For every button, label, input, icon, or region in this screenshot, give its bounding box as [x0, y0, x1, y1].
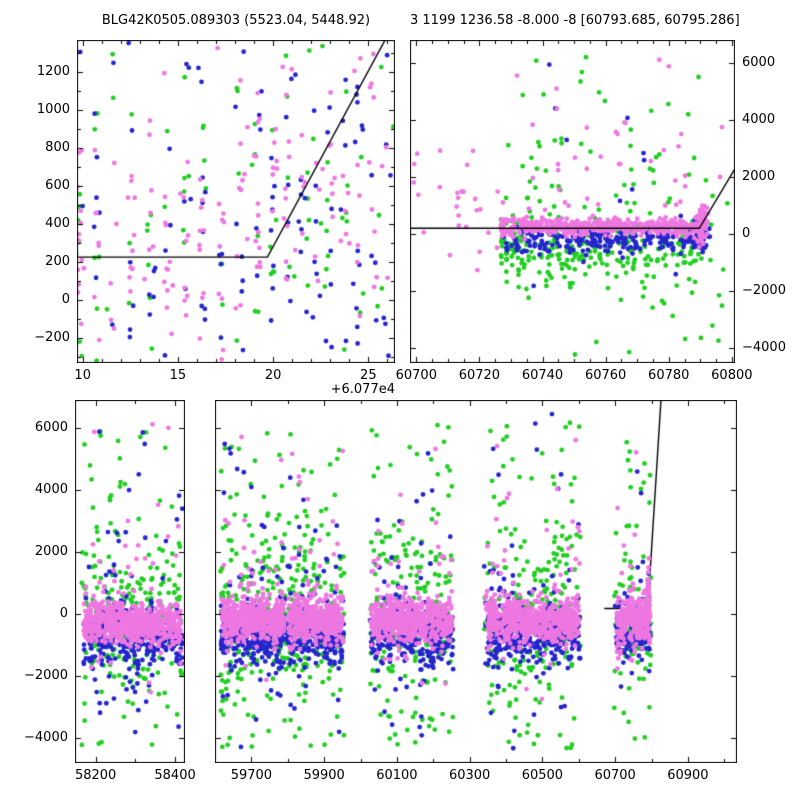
tick-label: 60780	[648, 368, 690, 383]
tick-label: 58200	[74, 768, 117, 783]
tick-label: −4000	[24, 730, 68, 746]
tick-label: 60760	[584, 368, 627, 383]
tick-label: −4000	[742, 339, 786, 355]
tick-label: 60500	[521, 768, 564, 783]
tick-label: 60800	[711, 368, 753, 383]
tick-label: 1000	[36, 101, 70, 117]
plot-title-right: 3 1199 1236.58 -8.000 -8 [60793.685, 607…	[410, 13, 740, 28]
tick-label: 2000	[742, 168, 776, 184]
tick-label: 0	[742, 225, 751, 241]
tick-label: 58400	[154, 768, 196, 783]
subplot-full-lightcurve-left-segment-canvas	[75, 400, 185, 763]
subplot-full-lightcurve-left-segment	[75, 400, 185, 763]
tick-label: 60700	[594, 768, 636, 783]
tick-label: 60100	[376, 768, 418, 783]
tick-label: 400	[45, 215, 70, 231]
tick-label: 59700	[230, 768, 273, 783]
subplot-full-lightcurve-right-segment-canvas	[215, 400, 737, 763]
subplot-event-zoom	[77, 40, 395, 363]
tick-label: 200	[45, 253, 70, 269]
plot-title-left: BLG42K0505.089303 (5523.04, 5448.92)	[101, 13, 371, 28]
tick-label: 25	[360, 368, 377, 383]
tick-label: 20	[264, 368, 282, 383]
subplot-event-zoom-canvas	[77, 40, 395, 363]
tick-label: 59900	[303, 768, 345, 783]
tick-label: 4000	[742, 111, 776, 127]
tick-label: 10	[74, 368, 91, 383]
tick-label: 0	[59, 606, 68, 622]
tick-label: 60900	[667, 768, 709, 783]
tick-label: 1200	[36, 63, 70, 79]
tick-label: −2000	[24, 668, 68, 684]
tick-label: −200	[34, 329, 70, 345]
tick-label: 2000	[34, 544, 68, 560]
tick-label: 60740	[521, 368, 564, 383]
tick-label: 6000	[742, 54, 776, 70]
tick-label: 15	[169, 368, 187, 383]
tick-label: 600	[45, 177, 70, 193]
subplot-event-context-canvas	[410, 40, 735, 363]
tick-label: 6000	[34, 419, 68, 435]
tick-label: 60720	[458, 368, 501, 383]
subplot-full-lightcurve-right-segment	[215, 400, 737, 763]
subplot-event-context	[410, 40, 735, 363]
x-axis-offset-text: +6.077e4	[330, 382, 395, 397]
tick-label: 4000	[34, 481, 68, 497]
tick-label: 60300	[448, 768, 491, 783]
tick-label: 800	[45, 139, 70, 155]
tick-label: 0	[61, 291, 70, 307]
tick-label: −2000	[742, 282, 786, 298]
tick-label: 60700	[395, 368, 437, 383]
